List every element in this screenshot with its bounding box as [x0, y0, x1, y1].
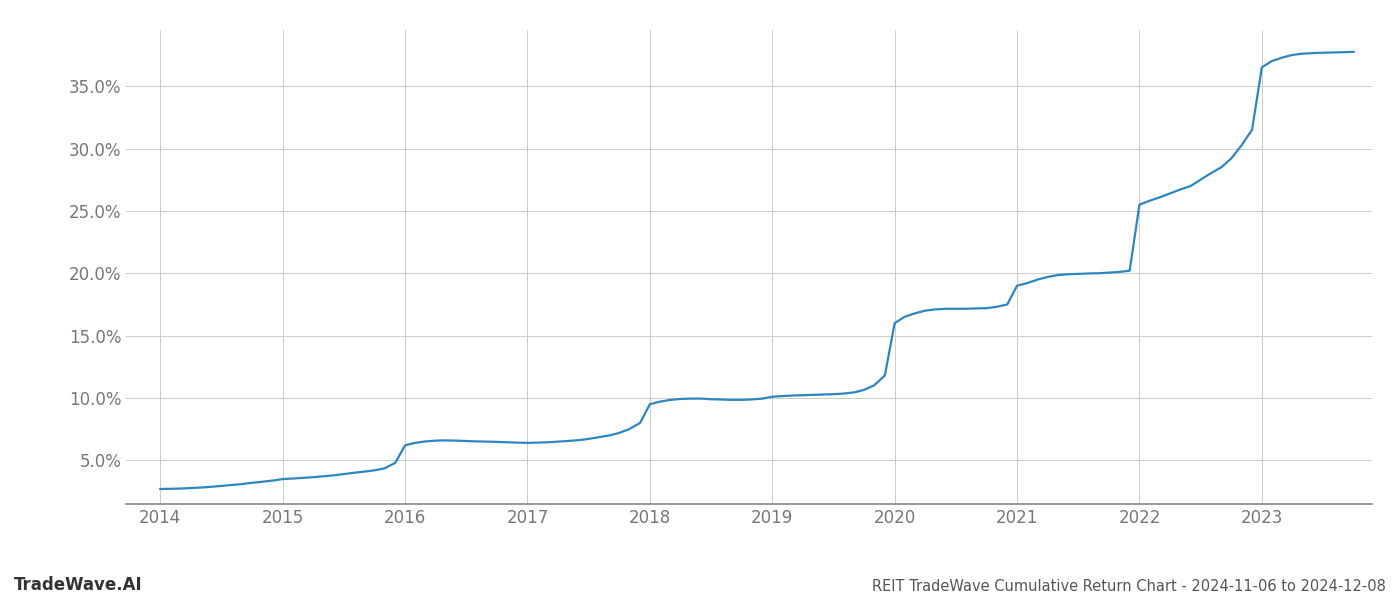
Text: TradeWave.AI: TradeWave.AI	[14, 576, 143, 594]
Text: REIT TradeWave Cumulative Return Chart - 2024-11-06 to 2024-12-08: REIT TradeWave Cumulative Return Chart -…	[872, 579, 1386, 594]
